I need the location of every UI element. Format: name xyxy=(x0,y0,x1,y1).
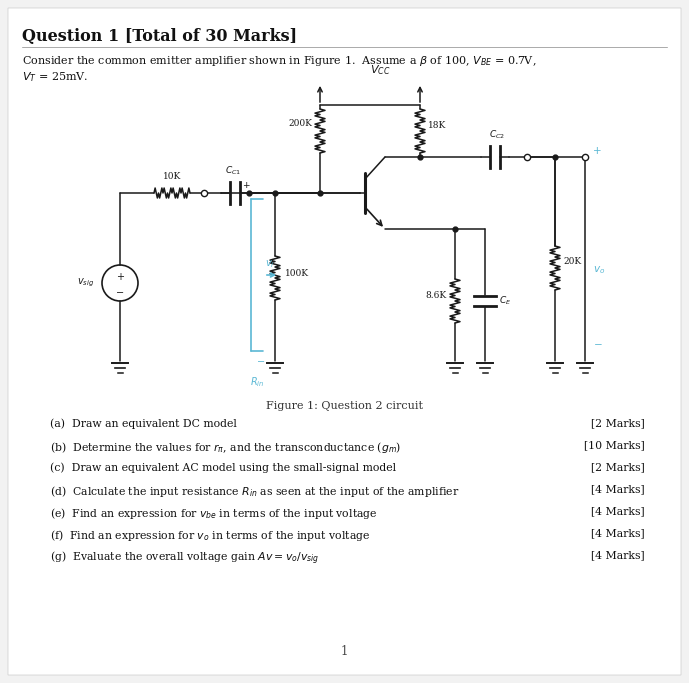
Text: (c)  Draw an equivalent AC model using the small-signal model: (c) Draw an equivalent AC model using th… xyxy=(50,462,396,473)
Text: 200K: 200K xyxy=(288,118,312,128)
Text: Figure 1: Question 2 circuit: Figure 1: Question 2 circuit xyxy=(265,401,422,411)
Text: +: + xyxy=(116,272,124,282)
Text: $-$: $-$ xyxy=(256,355,265,365)
Text: Consider the common emitter amplifier shown in Figure 1.  Assume a $\beta$ of 10: Consider the common emitter amplifier sh… xyxy=(22,54,537,68)
Text: (b)  Determine the values for $r_{\pi}$, and the transconductance ($g_m$): (b) Determine the values for $r_{\pi}$, … xyxy=(50,440,401,455)
Text: $C_{C2}$: $C_{C2}$ xyxy=(489,128,505,141)
Text: 20K: 20K xyxy=(563,257,582,266)
Text: $V_T$ = 25mV.: $V_T$ = 25mV. xyxy=(22,70,88,84)
Text: $R_{in}$: $R_{in}$ xyxy=(249,375,265,389)
Text: 10K: 10K xyxy=(163,172,181,181)
Text: [10 Marks]: [10 Marks] xyxy=(584,440,645,450)
Text: +: + xyxy=(593,146,601,156)
Text: (g)  Evaluate the overall voltage gain $Av = v_o/v_{sig}$: (g) Evaluate the overall voltage gain $A… xyxy=(50,550,319,568)
Text: (f)  Find an expression for $v_o$ in terms of the input voltage: (f) Find an expression for $v_o$ in term… xyxy=(50,528,371,543)
Text: $V_{CC}$: $V_{CC}$ xyxy=(370,64,390,77)
Text: [4 Marks]: [4 Marks] xyxy=(591,528,645,538)
Text: $C_{C1}$: $C_{C1}$ xyxy=(225,165,241,177)
FancyBboxPatch shape xyxy=(8,8,681,675)
Text: 1: 1 xyxy=(340,645,348,658)
Text: [4 Marks]: [4 Marks] xyxy=(591,506,645,516)
Text: 18K: 18K xyxy=(428,120,446,130)
Text: (d)  Calculate the input resistance $R_{in}$ as seen at the input of the amplifi: (d) Calculate the input resistance $R_{i… xyxy=(50,484,460,499)
Text: $v_i$: $v_i$ xyxy=(265,258,275,270)
Text: 8.6K: 8.6K xyxy=(426,290,447,300)
Text: 100K: 100K xyxy=(285,270,309,279)
Text: (e)  Find an expression for $v_{be}$ in terms of the input voltage: (e) Find an expression for $v_{be}$ in t… xyxy=(50,506,378,521)
Text: $C_E$: $C_E$ xyxy=(499,295,511,307)
Text: [2 Marks]: [2 Marks] xyxy=(591,462,645,472)
Text: +: + xyxy=(242,182,249,191)
Text: $-$: $-$ xyxy=(593,338,603,348)
Text: [4 Marks]: [4 Marks] xyxy=(591,550,645,560)
Text: Question 1 [Total of 30 Marks]: Question 1 [Total of 30 Marks] xyxy=(22,28,297,45)
Text: $v_o$: $v_o$ xyxy=(593,264,605,276)
Text: (a)  Draw an equivalent DC model: (a) Draw an equivalent DC model xyxy=(50,418,237,428)
Text: $-$: $-$ xyxy=(116,286,125,296)
Text: [4 Marks]: [4 Marks] xyxy=(591,484,645,494)
Text: [2 Marks]: [2 Marks] xyxy=(591,418,645,428)
Text: $v_{sig}$: $v_{sig}$ xyxy=(76,277,94,289)
